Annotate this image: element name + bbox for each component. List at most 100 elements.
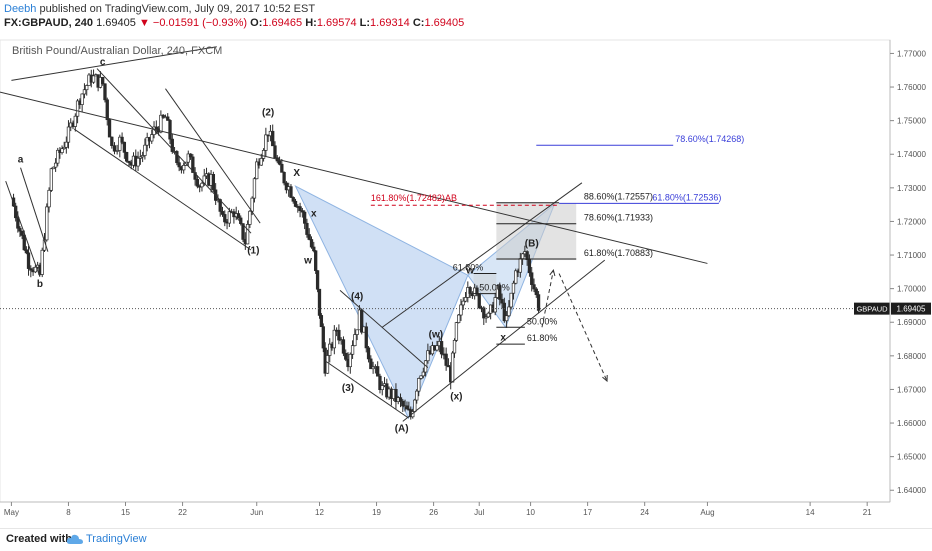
symbol-label: FX:GBPAUD, 240: [4, 17, 94, 29]
price-axis[interactable]: 1.64000 1.65000 1.66000 1.67000 1.68000 1.690…: [889, 40, 926, 502]
candle-body: [101, 76, 105, 85]
candle-body: [150, 134, 154, 142]
wedge-upper: [339, 289, 429, 368]
candle-body: [317, 288, 322, 316]
a-b-line-2: [20, 167, 49, 252]
candle-body: [143, 144, 147, 156]
candle-body: [525, 251, 529, 260]
candle-body: [49, 168, 53, 191]
candle-body: [223, 214, 227, 223]
wave-label: (4): [351, 291, 363, 302]
candle-body: [138, 156, 142, 159]
candle-body: [421, 371, 425, 377]
candle-body: [159, 114, 163, 133]
time-tick-label: 19: [372, 508, 381, 517]
close-label: C:: [412, 17, 425, 29]
candle-body: [353, 334, 357, 347]
candle-body: [413, 399, 417, 412]
candle-body: [261, 150, 266, 159]
candle-body: [280, 163, 284, 173]
candle-body: [309, 239, 314, 248]
low-label: L:: [359, 17, 371, 29]
candle-body: [493, 297, 497, 313]
candle-body: [300, 210, 305, 213]
candle-body: [125, 151, 129, 162]
wave-label: (3): [342, 383, 354, 394]
candle-body: [500, 299, 504, 304]
candle-body: [91, 75, 96, 83]
candle-body: [33, 266, 38, 273]
candle-body: [175, 151, 179, 164]
candle-body: [24, 249, 29, 254]
time-tick-label: 14: [806, 508, 815, 517]
author-name[interactable]: Deebh: [4, 3, 37, 15]
price-tick-label: 1.69000: [897, 318, 926, 327]
candle-body: [498, 285, 502, 300]
chart-title: British Pound/Australian Dollar, 240, FX…: [12, 45, 222, 57]
candle-body: [401, 400, 405, 407]
last-price: 1.69405: [96, 17, 136, 29]
open-label: O:: [250, 17, 263, 29]
candle-body: [264, 134, 268, 151]
candle-body: [64, 141, 68, 148]
candle-body: [112, 145, 117, 152]
candle-body: [376, 366, 380, 377]
candle-body: [314, 250, 318, 271]
candle-body: [289, 186, 293, 198]
candle-body: [277, 160, 282, 165]
time-tick-label: May: [4, 508, 19, 517]
candle-body: [366, 347, 371, 360]
candle-body: [80, 93, 84, 105]
candle-body: [82, 89, 87, 95]
price-tick-label: 1.70000: [897, 285, 926, 294]
price-tick-label: 1.65000: [897, 453, 926, 462]
candle-body: [122, 141, 127, 153]
candle-body: [484, 316, 488, 319]
wedge-lower: [324, 360, 409, 419]
candle-body: [348, 353, 352, 368]
candle-body: [461, 300, 465, 306]
candle-body: [127, 160, 131, 163]
candle-body: [536, 294, 541, 311]
candle-body: [105, 99, 109, 121]
candle-body: [534, 288, 538, 295]
candle-body: [26, 252, 31, 269]
candle-body: [75, 100, 80, 117]
candle-body: [459, 304, 463, 316]
candle-body: [252, 178, 257, 199]
candle-body: [45, 206, 49, 241]
candle-body: [486, 312, 491, 318]
tradingview-cloud-icon[interactable]: [66, 533, 84, 547]
candle-body: [398, 397, 403, 402]
candle-body: [248, 210, 252, 225]
candle-body: [520, 253, 525, 259]
candle-body: [518, 258, 522, 273]
candle-body: [444, 353, 448, 366]
candle-body: [315, 270, 320, 290]
tradingview-brand[interactable]: TradingView: [86, 533, 147, 545]
candle-body: [29, 268, 33, 271]
fib-level-label: 78.60%(1.74268): [675, 134, 744, 144]
drawing-shapes: [294, 185, 577, 420]
candle-body: [450, 352, 455, 383]
time-tick-label: 26: [429, 508, 438, 517]
candle-body: [514, 270, 518, 284]
fib-zone-small: [473, 273, 497, 294]
price-tick-label: 1.67000: [897, 385, 926, 394]
created-with-label: Created with: [6, 533, 73, 545]
fib-level-label: 61.80%(1.72536): [652, 192, 721, 202]
symbol-badge-label: GBPAUD: [856, 305, 888, 314]
price-chart[interactable]: 78.60%(1.74268)88.60%(1.72557) 61.80%(1.7…: [0, 32, 932, 528]
candle-body: [305, 222, 309, 235]
close-value: 1.69405: [424, 17, 465, 29]
candle-body: [332, 329, 336, 349]
candle-body: [168, 120, 172, 140]
candle-body: [435, 345, 439, 351]
candle-body: [154, 126, 158, 130]
channel-upper: [165, 88, 261, 224]
price-badge-label: 1.69405: [897, 305, 926, 314]
time-tick-label: 21: [863, 508, 872, 517]
candle-body: [482, 307, 486, 319]
candle-body: [303, 211, 307, 224]
time-axis[interactable]: May 8 15 22 Jun 12 19 26 Jul 10 17 24 Aug 14 21: [0, 501, 890, 517]
